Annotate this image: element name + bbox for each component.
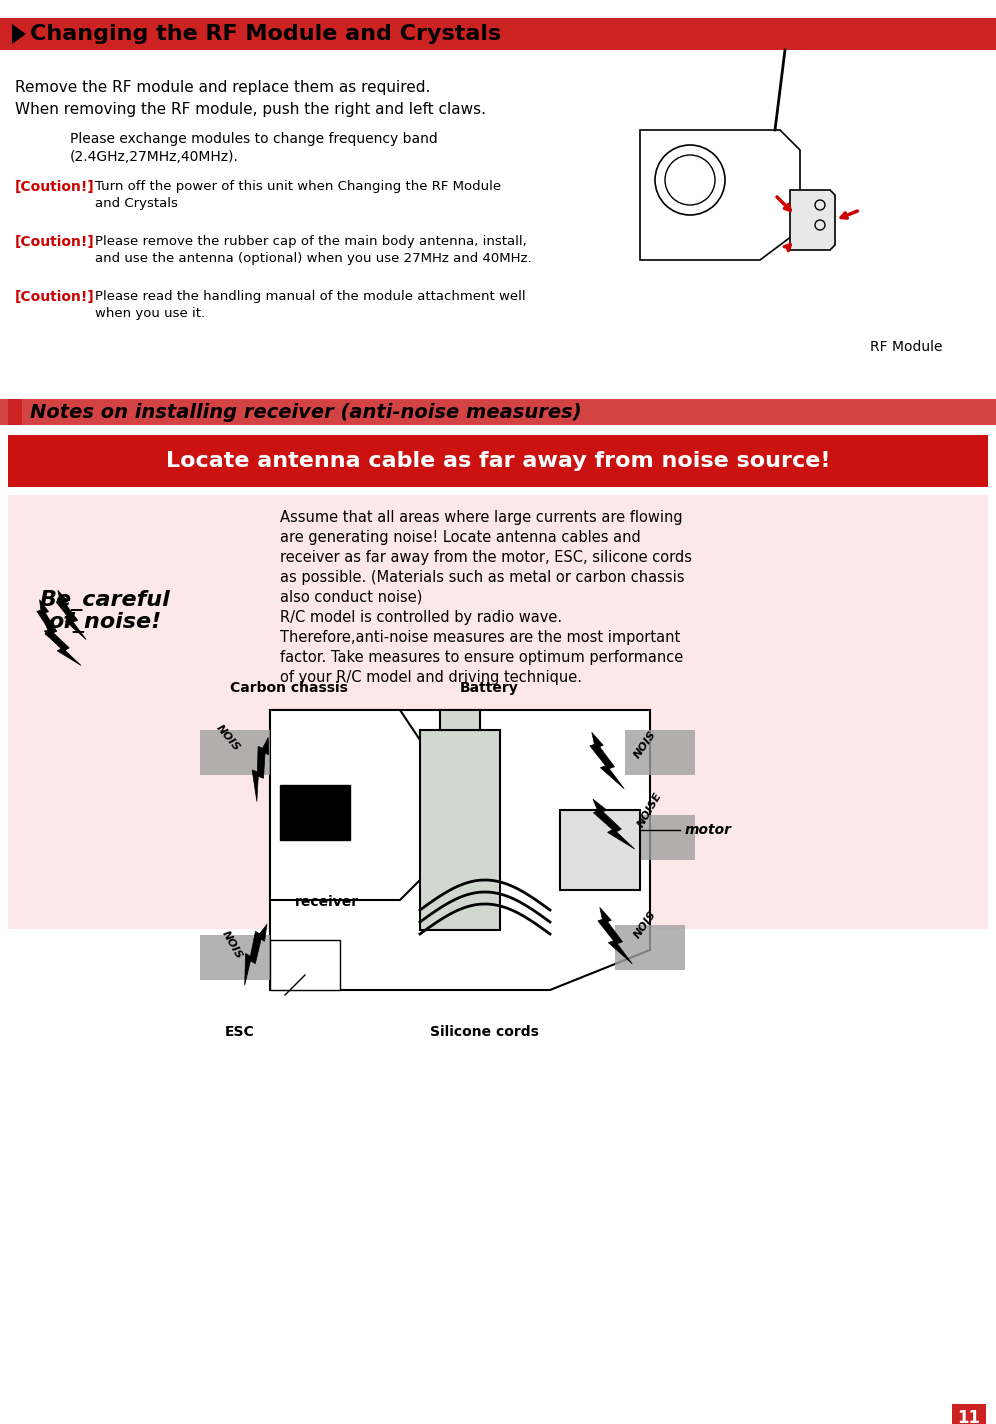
Text: Please read the handling manual of the module attachment well: Please read the handling manual of the m…	[95, 290, 526, 303]
Bar	[440, 711, 480, 731]
Bar	[625, 815, 695, 860]
Text: when you use it.: when you use it.	[95, 308, 205, 320]
Text: Battery: Battery	[460, 681, 519, 695]
Text: Silicone cords: Silicone cords	[430, 1025, 539, 1040]
Text: Carbon chassis: Carbon chassis	[230, 681, 348, 695]
Text: Assume that all areas where large currents are flowing: Assume that all areas where large curren…	[280, 510, 682, 525]
Bar	[8, 434, 988, 487]
Circle shape	[655, 145, 725, 215]
Text: of_noise!: of_noise!	[49, 612, 161, 634]
Text: Changing the RF Module and Crystals: Changing the RF Module and Crystals	[30, 24, 501, 44]
Text: receiver as far away from the motor, ESC, silicone cords: receiver as far away from the motor, ESC…	[280, 550, 692, 565]
Polygon shape	[590, 732, 624, 789]
Text: RF Module: RF Module	[870, 340, 942, 355]
Polygon shape	[37, 600, 64, 651]
Text: Be_careful: Be_careful	[40, 590, 170, 611]
Text: NOIS: NOIS	[632, 729, 658, 760]
Polygon shape	[45, 622, 81, 665]
Text: receiver: receiver	[295, 896, 360, 909]
Bar	[8, 399, 22, 424]
Text: NOIS: NOIS	[214, 723, 242, 753]
Bar	[420, 731, 500, 930]
Bar	[560, 810, 640, 890]
Text: and Crystals: and Crystals	[95, 197, 178, 209]
Text: [Coution!]: [Coution!]	[15, 235, 95, 249]
Text: [Coution!]: [Coution!]	[15, 290, 95, 303]
Polygon shape	[593, 799, 634, 849]
Polygon shape	[640, 130, 800, 261]
Bar	[615, 926, 685, 970]
Text: Please exchange modules to change frequency band: Please exchange modules to change freque…	[70, 132, 438, 147]
Text: Turn off the power of this unit when Changing the RF Module: Turn off the power of this unit when Cha…	[95, 179, 501, 194]
Text: [Coution!]: [Coution!]	[15, 179, 95, 194]
Text: also conduct noise): also conduct noise)	[280, 590, 422, 605]
Bar	[280, 785, 350, 840]
Polygon shape	[252, 738, 269, 802]
Text: Notes on installing receiver (anti-noise measures): Notes on installing receiver (anti-noise…	[30, 403, 582, 422]
Text: Remove the RF module and replace them as required.: Remove the RF module and replace them as…	[15, 80, 430, 95]
Text: and use the antenna (optional) when you use 27MHz and 40MHz.: and use the antenna (optional) when you …	[95, 252, 532, 265]
Text: ESC: ESC	[225, 1025, 255, 1040]
Polygon shape	[598, 907, 632, 964]
Polygon shape	[8, 424, 22, 431]
Polygon shape	[790, 189, 835, 251]
Polygon shape	[12, 24, 26, 44]
Text: NOIS: NOIS	[632, 910, 658, 940]
Bar	[625, 731, 695, 775]
Text: as possible. (Materials such as metal or carbon chassis: as possible. (Materials such as metal or…	[280, 570, 684, 585]
Polygon shape	[245, 924, 267, 985]
Text: of your R/C model and driving technique.: of your R/C model and driving technique.	[280, 671, 582, 685]
Text: NOISE: NOISE	[636, 790, 664, 829]
Polygon shape	[56, 591, 87, 639]
Text: 11: 11	[957, 1408, 980, 1424]
Bar	[8, 496, 988, 928]
Text: When removing the RF module, push the right and left claws.: When removing the RF module, push the ri…	[15, 103, 486, 117]
Text: Please remove the rubber cap of the main body antenna, install,: Please remove the rubber cap of the main…	[95, 235, 527, 248]
Text: (2.4GHz,27MHz,40MHz).: (2.4GHz,27MHz,40MHz).	[70, 150, 239, 164]
Text: NOIS: NOIS	[220, 928, 244, 961]
Bar	[0, 399, 996, 424]
Bar	[200, 731, 270, 775]
Text: Locate antenna cable as far away from noise source!: Locate antenna cable as far away from no…	[165, 451, 831, 471]
Text: are generating noise! Locate antenna cables and: are generating noise! Locate antenna cab…	[280, 530, 640, 545]
Text: Therefore,anti-noise measures are the most important: Therefore,anti-noise measures are the mo…	[280, 629, 680, 645]
Circle shape	[331, 812, 339, 819]
Bar	[200, 936, 270, 980]
Bar	[0, 19, 996, 50]
Bar	[270, 940, 340, 990]
Text: R/C model is controlled by radio wave.: R/C model is controlled by radio wave.	[280, 609, 562, 625]
Text: factor. Take measures to ensure optimum performance: factor. Take measures to ensure optimum …	[280, 649, 683, 665]
Text: motor: motor	[685, 823, 732, 837]
Polygon shape	[270, 711, 650, 990]
Polygon shape	[270, 711, 440, 900]
